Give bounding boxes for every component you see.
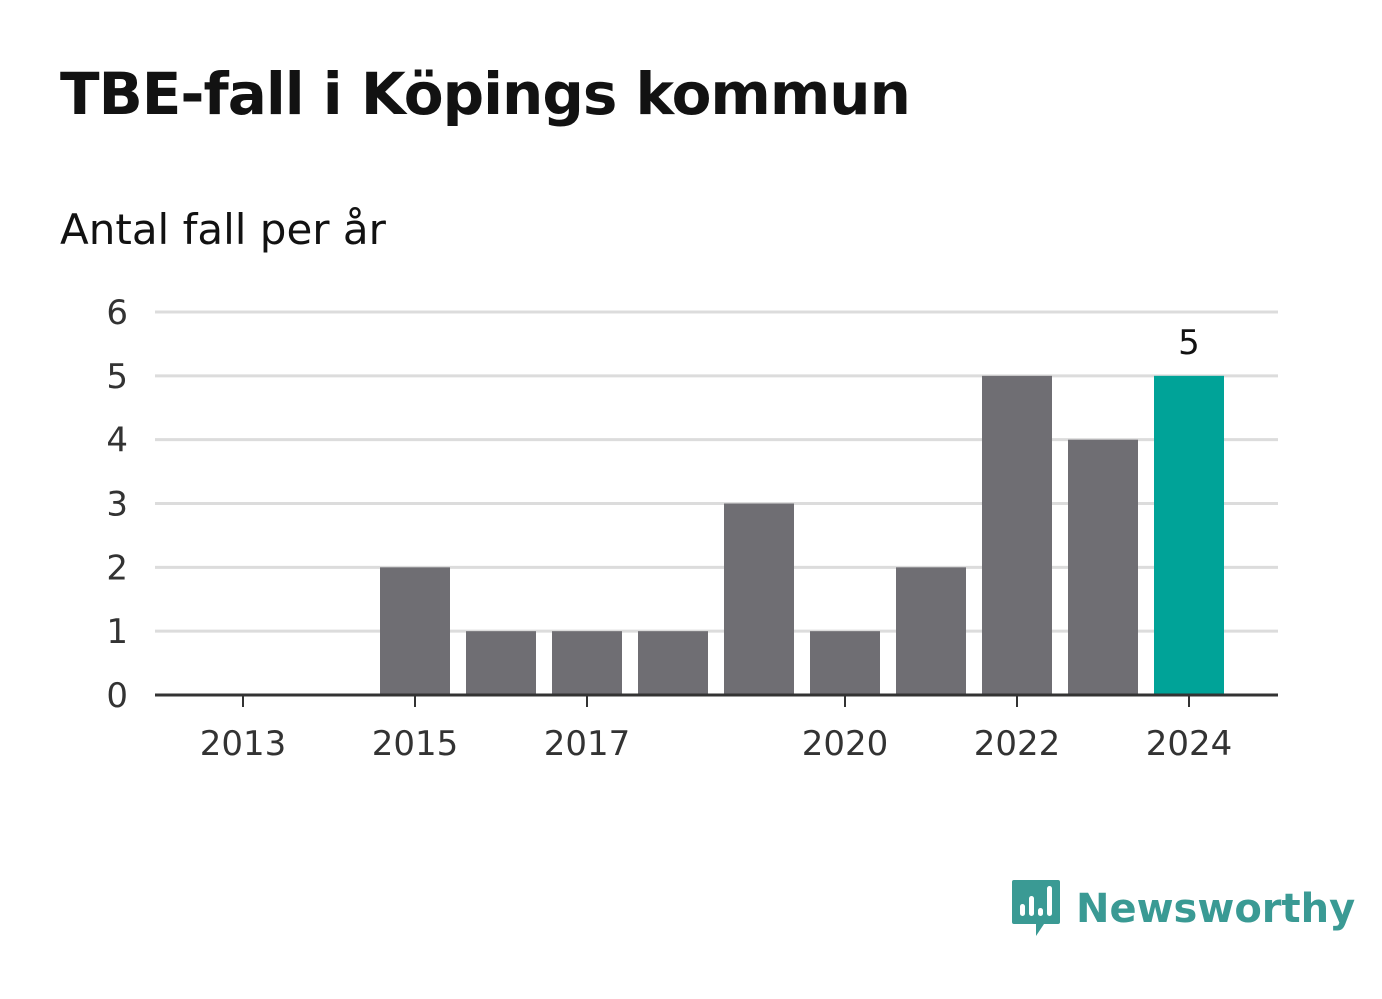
x-tick-label: 2017 xyxy=(544,724,631,764)
bar xyxy=(810,631,880,695)
y-tick-label: 0 xyxy=(106,676,128,716)
newsworthy-logo-icon xyxy=(1012,880,1060,936)
y-tick-label: 3 xyxy=(106,485,128,525)
bar xyxy=(466,631,536,695)
chart-subtitle: Antal fall per år xyxy=(60,205,386,254)
x-tick-label: 2024 xyxy=(1146,724,1233,764)
x-tick-label: 2022 xyxy=(974,724,1061,764)
bar xyxy=(896,567,966,695)
newsworthy-logo-text: Newsworthy xyxy=(1076,886,1356,932)
y-tick-label: 5 xyxy=(106,357,128,397)
chart-title: TBE-fall i Köpings kommun xyxy=(60,60,911,128)
x-tick-label: 2020 xyxy=(802,724,889,764)
x-tick-label: 2015 xyxy=(372,724,459,764)
bar xyxy=(380,567,450,695)
bar xyxy=(1154,375,1224,695)
y-tick-label: 6 xyxy=(106,293,128,333)
bar xyxy=(1068,439,1138,695)
bar xyxy=(638,631,708,695)
y-tick-label: 4 xyxy=(106,421,128,461)
y-tick-label: 2 xyxy=(106,548,128,588)
x-tick-label: 2013 xyxy=(200,724,287,764)
newsworthy-logo: Newsworthy xyxy=(1010,878,1355,940)
bar xyxy=(552,631,622,695)
bar xyxy=(982,375,1052,695)
bar xyxy=(724,503,794,695)
y-tick-label: 1 xyxy=(106,612,128,652)
data-label: 5 xyxy=(1178,323,1200,363)
